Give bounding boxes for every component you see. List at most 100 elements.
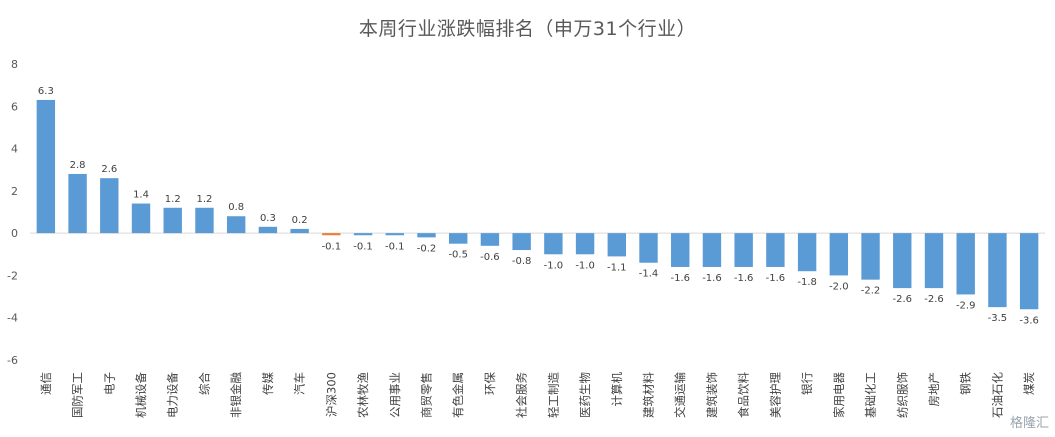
data-label: -1.0 xyxy=(544,260,564,271)
category-label: 石油石化 xyxy=(990,372,1004,418)
bar xyxy=(956,233,975,295)
data-label: -3.6 xyxy=(1019,315,1039,326)
category-label: 计算机 xyxy=(610,372,624,407)
data-label: -1.6 xyxy=(670,273,690,284)
data-label: -0.1 xyxy=(353,241,373,252)
category-label: 环保 xyxy=(483,372,497,395)
bar xyxy=(544,233,563,255)
data-label: 1.4 xyxy=(133,190,149,201)
bar xyxy=(893,233,912,289)
category-label: 钢铁 xyxy=(959,372,973,395)
bar xyxy=(480,233,500,246)
bar xyxy=(861,233,880,280)
category-label: 电力设备 xyxy=(166,372,180,418)
bar xyxy=(575,233,595,255)
bar xyxy=(924,233,944,289)
y-tick-label: -2 xyxy=(7,269,18,282)
bar xyxy=(512,233,531,251)
bar xyxy=(131,203,151,234)
category-label: 机械设备 xyxy=(134,372,148,418)
category-label: 通信 xyxy=(39,372,53,395)
data-label: -3.5 xyxy=(988,313,1008,324)
data-label: -0.6 xyxy=(480,252,500,263)
bar xyxy=(100,178,119,234)
data-label: -1.1 xyxy=(607,262,627,273)
category-label: 农林牧渔 xyxy=(356,372,370,418)
y-tick-label: -4 xyxy=(7,312,18,325)
data-label: 1.2 xyxy=(165,194,181,205)
category-label: 建筑材料 xyxy=(642,372,656,418)
bar xyxy=(988,233,1007,308)
category-label: 传媒 xyxy=(261,372,275,395)
category-label: 沪深300 xyxy=(324,372,338,417)
category-label: 美容护理 xyxy=(768,372,782,418)
bar xyxy=(36,99,56,234)
category-label: 银行 xyxy=(800,372,814,395)
data-label: -2.9 xyxy=(956,300,976,311)
data-label: -2.2 xyxy=(861,286,881,297)
bar xyxy=(797,233,817,272)
data-label: 0.8 xyxy=(228,202,244,213)
category-label: 纺织服饰 xyxy=(895,372,909,418)
bar xyxy=(322,233,341,236)
bar xyxy=(829,233,849,276)
category-label: 建筑装饰 xyxy=(705,372,719,418)
data-label: -1.6 xyxy=(734,273,754,284)
y-tick-label: 2 xyxy=(11,185,18,198)
category-label: 国防军工 xyxy=(71,372,85,418)
bar xyxy=(671,233,690,267)
category-label: 综合 xyxy=(197,372,211,395)
category-label: 商贸零售 xyxy=(419,372,433,418)
category-label: 电子 xyxy=(102,372,116,395)
bar xyxy=(449,233,468,244)
bar xyxy=(607,233,626,257)
bar xyxy=(290,228,309,234)
bar xyxy=(1019,233,1039,310)
category-label: 有色金属 xyxy=(451,372,465,418)
category-label: 煤炭 xyxy=(1022,372,1036,395)
bar xyxy=(68,173,87,234)
y-tick-label: 6 xyxy=(11,100,18,113)
data-label: -1.6 xyxy=(702,273,722,284)
y-tick-label: -6 xyxy=(7,354,18,367)
data-label: -1.8 xyxy=(797,277,817,288)
bar xyxy=(353,233,373,236)
data-label: 2.8 xyxy=(70,160,86,171)
bar xyxy=(766,233,785,267)
bar xyxy=(639,233,658,263)
bar xyxy=(258,226,278,234)
bar xyxy=(163,207,182,234)
data-label: -1.6 xyxy=(766,273,786,284)
data-label: -0.8 xyxy=(512,256,532,267)
bar xyxy=(417,233,436,238)
data-label: -1.0 xyxy=(575,260,595,271)
category-label: 社会服务 xyxy=(515,372,529,418)
data-label: -1.4 xyxy=(639,269,659,280)
category-label: 非银金融 xyxy=(229,372,243,418)
data-label: -2.6 xyxy=(924,294,944,305)
bar xyxy=(226,216,246,234)
category-label: 公用事业 xyxy=(388,372,402,418)
data-label: 2.6 xyxy=(101,164,117,175)
y-tick-label: 8 xyxy=(11,58,18,71)
data-label: -0.1 xyxy=(385,241,405,252)
bar xyxy=(195,207,214,234)
bar xyxy=(702,233,722,267)
data-label: 6.3 xyxy=(38,86,54,97)
data-label: 0.2 xyxy=(292,215,308,226)
category-label: 房地产 xyxy=(927,372,941,407)
category-label: 家用电器 xyxy=(832,372,846,418)
bar xyxy=(734,233,753,267)
y-tick-label: 0 xyxy=(11,227,18,240)
category-label: 食品饮料 xyxy=(737,372,751,418)
data-label: 1.2 xyxy=(197,194,213,205)
data-label: 0.3 xyxy=(260,213,276,224)
chart-title: 本周行业涨跌幅排名（申万31个行业） xyxy=(358,18,697,40)
category-label: 交通运输 xyxy=(673,372,687,418)
y-tick-label: 4 xyxy=(11,143,18,156)
data-label: -2.0 xyxy=(829,281,849,292)
category-label: 基础化工 xyxy=(864,372,878,418)
category-label: 轻工制造 xyxy=(546,372,560,418)
bar xyxy=(385,233,404,236)
